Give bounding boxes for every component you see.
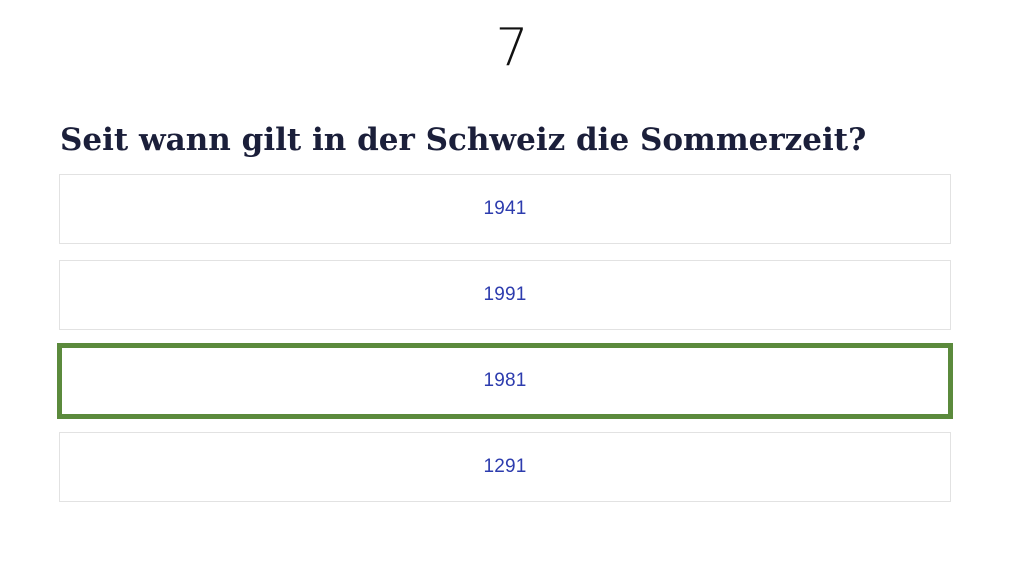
answer-option-4[interactable]: 1291 — [59, 432, 951, 502]
question-number: 7 — [495, 18, 529, 78]
answer-option-1[interactable]: 1941 — [59, 174, 951, 244]
answer-list: 1941 1991 1981 1291 — [57, 174, 953, 518]
question-text: Seit wann gilt in der Schweiz die Sommer… — [60, 122, 867, 158]
answer-label: 1981 — [483, 370, 527, 391]
answer-option-3-selected[interactable]: 1981 — [57, 343, 953, 419]
answer-label: 1991 — [483, 284, 527, 305]
answer-label: 1941 — [483, 198, 527, 219]
answer-label: 1291 — [483, 456, 527, 477]
answer-option-2[interactable]: 1991 — [59, 260, 951, 330]
